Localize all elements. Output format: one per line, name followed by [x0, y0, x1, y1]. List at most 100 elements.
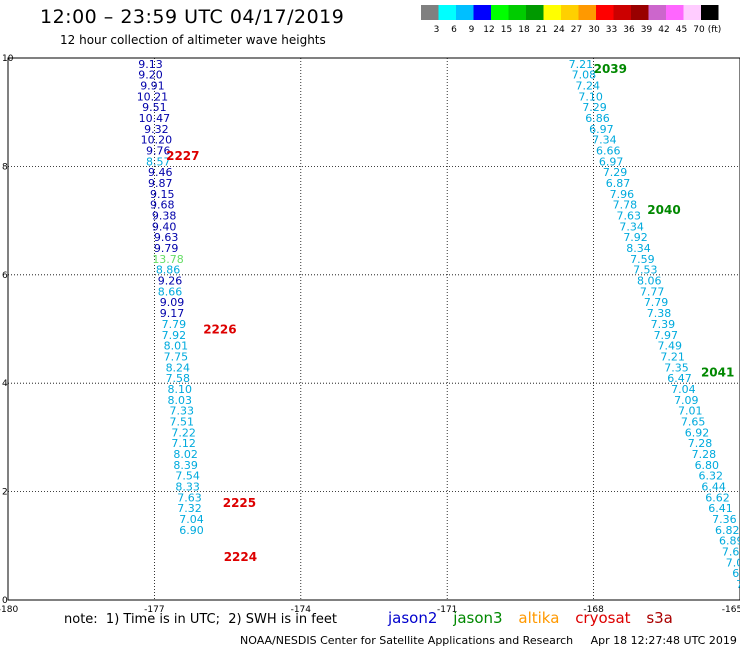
colorbar-tick-label: 18 — [518, 25, 530, 35]
wave-height-value: 7.28 — [692, 448, 717, 461]
wave-height-value: 6.89 — [719, 535, 740, 548]
wave-height-value: 6.44 — [701, 481, 726, 494]
pass-time-label: 2039 — [594, 62, 627, 76]
wave-height-value: 10.47 — [139, 112, 171, 125]
wave-height-value: 7.39 — [651, 318, 676, 331]
colorbar-swatch — [648, 5, 666, 20]
wave-height-value: 8.86 — [156, 264, 181, 277]
colorbar-tick-label: 39 — [641, 25, 653, 35]
wave-height-value: 8.01 — [164, 340, 189, 353]
colorbar-swatch — [701, 5, 719, 20]
colorbar-tick-label: 15 — [501, 25, 512, 35]
wave-height-value: 7.36 — [712, 513, 737, 526]
wave-height-value: 13.78 — [152, 253, 184, 266]
x-tick-label: -165 — [722, 605, 740, 615]
wave-height-value: 8.34 — [626, 242, 651, 255]
colorbar-tick-label: 30 — [588, 25, 600, 35]
wave-height-value: 9.13 — [138, 58, 163, 71]
colorbar-tick-label: 36 — [623, 25, 635, 35]
y-tick-label: 2 — [2, 488, 8, 498]
wave-height-value: 7.34 — [619, 220, 644, 233]
wave-height-value: 6.7 — [732, 567, 740, 580]
wave-height-value: 8.24 — [166, 361, 191, 374]
wave-height-value: 9.09 — [160, 296, 185, 309]
wave-height-value: 7.01 — [678, 405, 703, 418]
wave-height-value: 8.66 — [158, 285, 183, 298]
colorbar-tick-label: 21 — [536, 25, 547, 35]
wave-height-value: 8.39 — [173, 459, 198, 472]
x-tick-label: -171 — [437, 605, 457, 615]
wave-height-value: 9.40 — [152, 220, 177, 233]
wave-height-value: 6.66 — [596, 144, 621, 157]
x-tick-label: -168 — [583, 605, 604, 615]
wave-height-value: 7.29 — [603, 166, 628, 179]
wave-height-value: 10.20 — [141, 134, 173, 147]
plot-frame — [7, 57, 740, 601]
y-tick-label: 4 — [2, 379, 8, 389]
wave-height-value: 9.79 — [154, 242, 179, 255]
wave-height-value: 10.21 — [137, 90, 169, 103]
wave-height-value: 7.97 — [654, 329, 679, 342]
wave-height-value: 7.59 — [630, 253, 655, 266]
colorbar-unit: (ft) — [708, 25, 722, 35]
wave-height-value: 7.96 — [610, 188, 635, 201]
colorbar-tick-label: 33 — [606, 25, 617, 35]
wave-height-value: 9.17 — [160, 307, 185, 320]
wave-height-value: 7.75 — [164, 350, 189, 363]
pass-time-label: 2227 — [166, 149, 199, 163]
wave-height-value: 7.28 — [688, 437, 713, 450]
wave-height-value: 6.47 — [667, 372, 692, 385]
chart-subtitle: 12 hour collection of altimeter wave hei… — [60, 33, 326, 47]
pass-time-label: 2224 — [224, 550, 257, 564]
wave-height-value: 9.68 — [150, 199, 175, 212]
wave-height-value: 8.10 — [168, 383, 193, 396]
colorbar-swatch — [543, 5, 561, 20]
colorbar-swatch — [683, 5, 701, 20]
wave-height-value: 6.90 — [179, 524, 204, 537]
colorbar-swatch — [473, 5, 491, 20]
colorbar-tick-label: 6 — [451, 25, 457, 35]
footer-credit: NOAA/NESDIS Center for Satellite Applica… — [240, 634, 737, 647]
wave-height-value: 8.33 — [175, 481, 200, 494]
wave-height-value: 9.76 — [146, 144, 171, 157]
colorbar-swatch — [421, 5, 439, 20]
wave-height-value: 7.51 — [169, 415, 194, 428]
colorbar-swatch — [438, 5, 456, 20]
wave-height-value: 9.15 — [150, 188, 175, 201]
plot-axes: -180 -177 -174 -171 -168 -165 0 2 4 6 8 10 — [0, 54, 740, 615]
wave-height-value: 9.87 — [148, 177, 173, 190]
wave-height-value: 7.08 — [572, 69, 597, 82]
wave-height-value: 7.63 — [177, 491, 202, 504]
wave-height-value: 9.20 — [138, 69, 163, 82]
wave-height-value: 7.68 — [722, 546, 740, 559]
pass-time-label: 2041 — [701, 366, 734, 380]
wave-height-value: 6.97 — [589, 123, 614, 136]
wave-height-value: 8.57 — [146, 155, 171, 168]
legend-altika: altika — [518, 609, 560, 627]
wave-height-colorbar: 3 6 9 12 15 18 21 24 27 30 33 36 39 42 45 70 (ft) — [421, 5, 722, 35]
wave-height-value: 7.77 — [640, 285, 665, 298]
wave-height-value: 6.86 — [585, 112, 610, 125]
colorbar-swatch — [596, 5, 614, 20]
wave-height-value: 7.92 — [162, 329, 187, 342]
wave-height-value: 6.82 — [715, 524, 740, 537]
footer-note: note: 1) Time is in UTC; 2) SWH is in fe… — [64, 612, 337, 627]
wave-height-value: 7.34 — [592, 134, 617, 147]
colorbar-tick-label: 70 — [693, 25, 705, 35]
wave-height-value: 7.21 — [660, 350, 685, 363]
wave-height-value: 7.35 — [664, 361, 689, 374]
colorbar-tick-label: 45 — [676, 25, 687, 35]
wave-height-value: 6.41 — [708, 502, 733, 515]
wave-height-value: 9.51 — [142, 101, 167, 114]
wave-height-value: 9.63 — [154, 231, 179, 244]
legend-jason3: jason3 — [453, 609, 503, 627]
wave-height-value: 6.62 — [705, 491, 730, 504]
colorbar-swatch — [456, 5, 474, 20]
wave-height-value: 8.03 — [168, 394, 193, 407]
y-tick-label: 6 — [2, 271, 8, 281]
wave-height-value: 7.04 — [671, 383, 696, 396]
wave-height-value: 8.02 — [173, 448, 198, 461]
legend-s3a: s3a — [646, 609, 673, 627]
pass-time-label: 2226 — [203, 322, 236, 336]
